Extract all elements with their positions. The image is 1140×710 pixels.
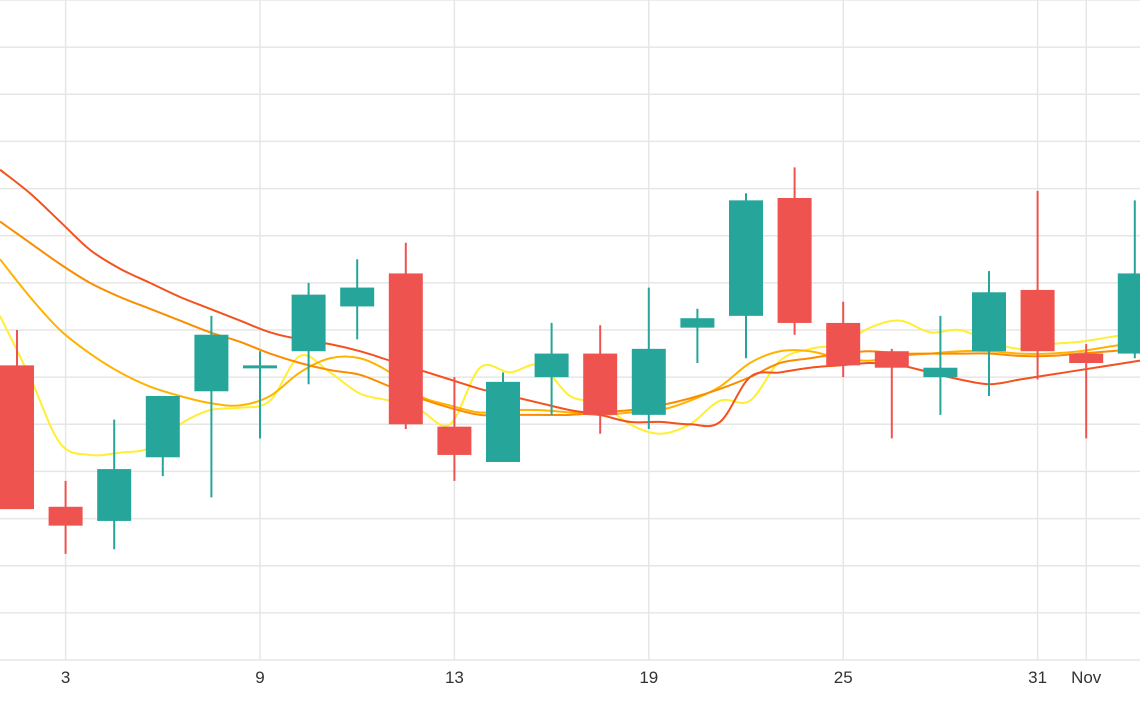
candle-body-3 (145, 396, 180, 458)
x-tick-label-4: 25 (834, 668, 853, 687)
candle-2 (97, 419, 132, 550)
candle-body-12 (583, 353, 618, 415)
candle-body-22 (1069, 353, 1104, 363)
ma-line-0 (0, 315, 1140, 457)
candle-body-23 (1117, 273, 1140, 354)
x-tick-label-3: 19 (639, 668, 658, 687)
candle-6 (291, 282, 326, 385)
candle-7 (340, 259, 375, 340)
x-tick-label-2: 13 (445, 668, 464, 687)
candle-3 (145, 396, 180, 477)
candle-body-9 (437, 426, 472, 455)
candle-body-19 (923, 367, 958, 378)
candle-21 (1020, 190, 1055, 380)
candle-4 (194, 315, 229, 498)
candle-body-13 (631, 348, 666, 415)
candle-body-15 (729, 200, 763, 316)
candle-body-0 (0, 365, 34, 510)
candle-body-17 (826, 322, 861, 366)
candle-18 (874, 348, 909, 439)
x-axis-ticks: 3 9 13 19 25 31 Nov (61, 668, 1102, 687)
x-tick-label-5: 31 (1028, 668, 1047, 687)
candle-13 (631, 287, 666, 429)
ma-line-2 (0, 220, 1140, 417)
candle-11 (534, 322, 569, 415)
candle-body-14 (680, 318, 715, 328)
candle-1 (48, 480, 83, 554)
candle-body-11 (534, 353, 569, 378)
candle-body-7 (340, 287, 375, 307)
candles (0, 167, 1140, 554)
x-tick-label-1: 9 (255, 668, 264, 687)
candle-body-1 (48, 506, 83, 526)
candle-9 (437, 377, 472, 481)
candle-8 (388, 242, 423, 429)
candle-body-2 (97, 469, 132, 521)
moving-average-lines (0, 168, 1140, 457)
ma-line-1 (0, 258, 1140, 416)
candle-body-10 (486, 381, 520, 462)
candle-body-16 (777, 198, 812, 323)
candle-12 (583, 325, 618, 434)
candle-17 (826, 301, 861, 378)
candle-16 (777, 167, 812, 335)
candle-5 (243, 351, 277, 439)
candle-10 (486, 372, 520, 462)
y-gridlines (0, 0, 1140, 661)
candle-body-20 (972, 292, 1006, 352)
candle-19 (923, 315, 958, 415)
candle-0 (0, 330, 34, 510)
candle-22 (1069, 344, 1104, 439)
candle-20 (972, 271, 1006, 396)
candle-14 (680, 308, 715, 363)
candle-body-8 (388, 273, 423, 425)
candle-body-21 (1020, 289, 1055, 352)
x-tick-label-0: 3 (61, 668, 70, 687)
candle-23 (1117, 200, 1140, 359)
candle-body-18 (874, 351, 909, 368)
candle-body-4 (194, 334, 229, 392)
ma-line-3 (0, 168, 1140, 428)
candle-body-5 (243, 365, 277, 369)
candle-body-6 (291, 294, 326, 352)
x-tick-label-6: Nov (1071, 668, 1102, 687)
candle-15 (729, 193, 763, 359)
